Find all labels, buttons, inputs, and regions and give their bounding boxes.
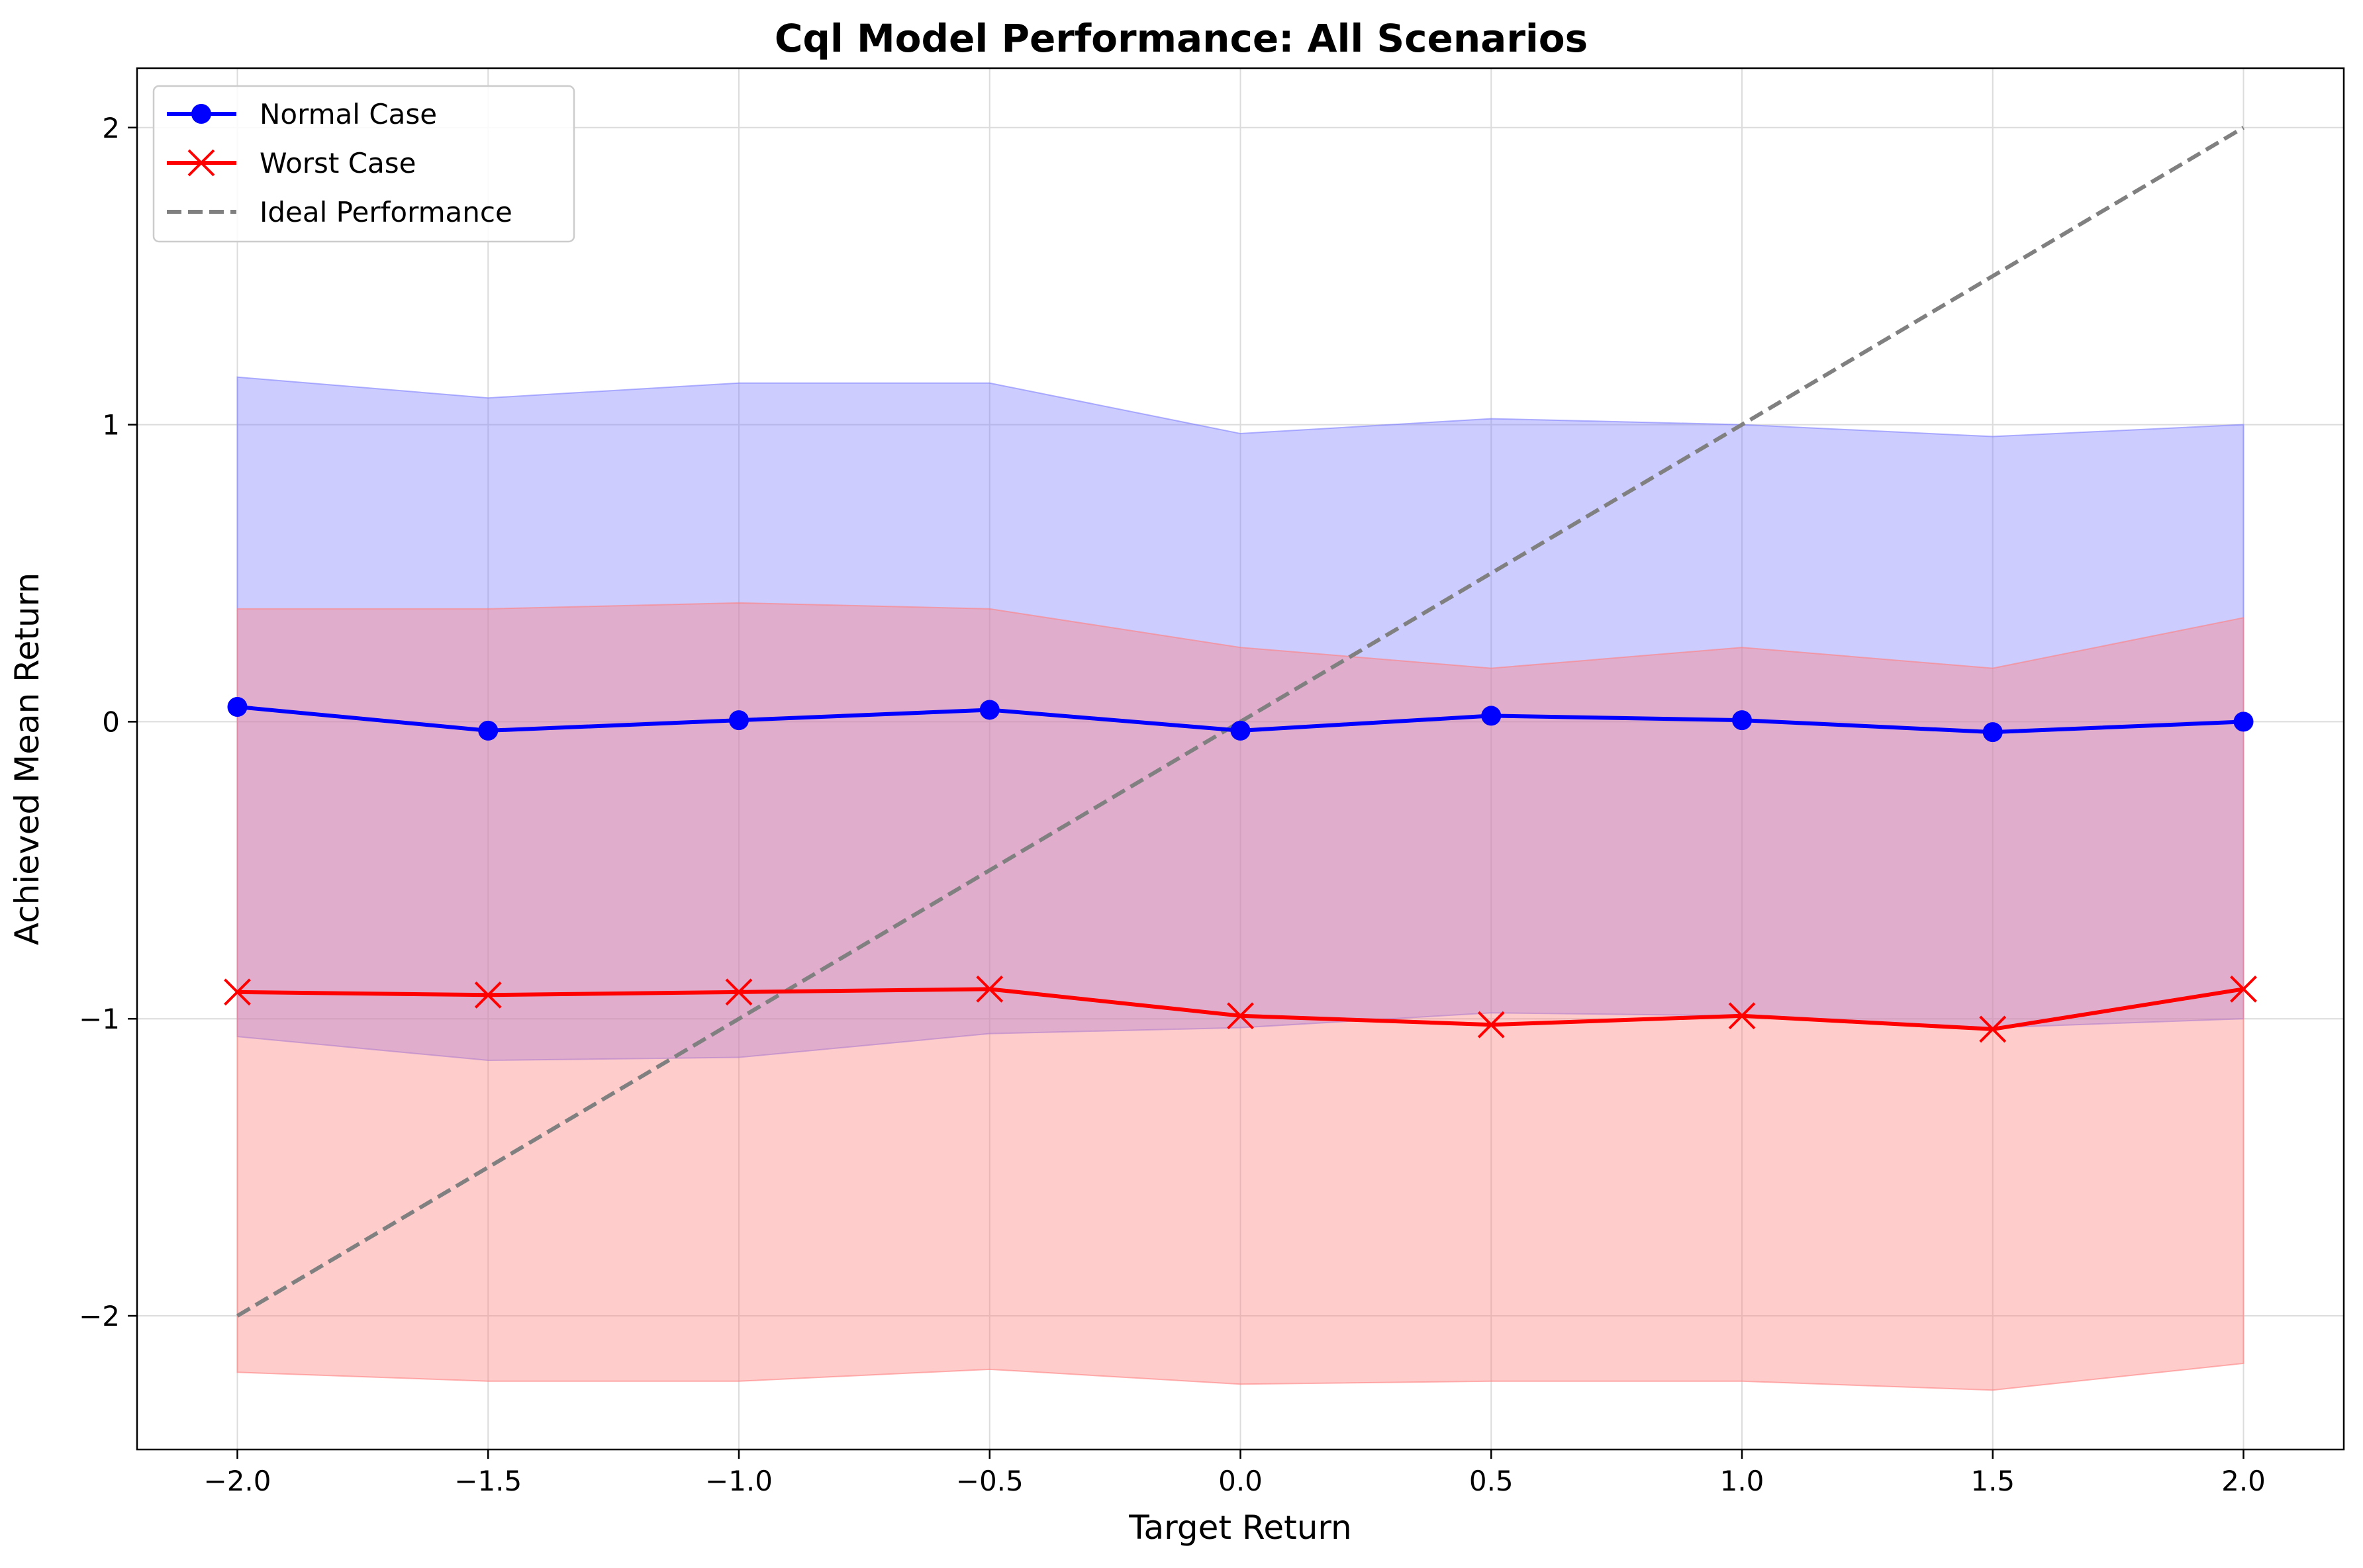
normal-case-point [1481,706,1502,726]
worst-case-point [2230,975,2257,1003]
normal-case-point [227,696,248,717]
worst-case-point [1728,1002,1756,1030]
x-tick-label: 2.0 [2221,1465,2266,1497]
x-tick-label: −1.5 [454,1465,522,1497]
legend-normal-case-marker [191,104,211,124]
worst-case-band [236,602,2244,1391]
worst-case-point [976,975,1004,1003]
y-tick-label: 1 [102,409,120,441]
y-tick-label: 0 [102,706,120,738]
worst-case-point [1477,1011,1505,1038]
normal-case-point [979,700,1000,720]
x-tick-label: −1.0 [705,1465,773,1497]
x-tick-label: −0.5 [956,1465,1024,1497]
normal-case-point [478,720,499,741]
chart-title: Cql Model Performance: All Scenarios [775,16,1588,61]
y-tick-label: −1 [79,1003,120,1035]
legend-normal-case-label: Normal Case [260,98,437,130]
legend-worst-case: Worst Case [167,147,416,179]
x-axis-label: Target Return [1128,1508,1352,1547]
legend-box [152,85,575,243]
worst-case-point [224,978,251,1006]
legend-worst-case-label: Worst Case [260,147,416,179]
legend-ideal-performance: Ideal Performance [167,196,512,228]
normal-case-point [1732,710,1752,731]
y-tick-label: 2 [102,112,120,144]
x-tick-label: 1.5 [1970,1465,2015,1497]
normal-case-point [1230,720,1251,741]
x-tick-label: 1.0 [1720,1465,1764,1497]
x-tick-label: 0.5 [1469,1465,1514,1497]
legend: Normal Case Worst Case Ideal Performance [152,85,575,243]
x-tick-label: −2.0 [204,1465,271,1497]
normal-case-point [1982,722,2003,743]
legend-worst-case-marker [187,149,215,177]
y-axis-label: Achieved Mean Return [8,573,46,945]
x-tick-label: 0.0 [1218,1465,1263,1497]
worst-case-point [1979,1015,2007,1043]
worst-case-point [474,981,502,1009]
worst-case-point [725,978,753,1006]
worst-case-point [1227,1002,1254,1030]
legend-normal-case: Normal Case [167,98,437,130]
normal-case-point [2233,712,2254,732]
normal-case-point [729,710,749,731]
legend-ideal-performance-label: Ideal Performance [260,196,512,228]
y-tick-label: −2 [79,1300,120,1332]
